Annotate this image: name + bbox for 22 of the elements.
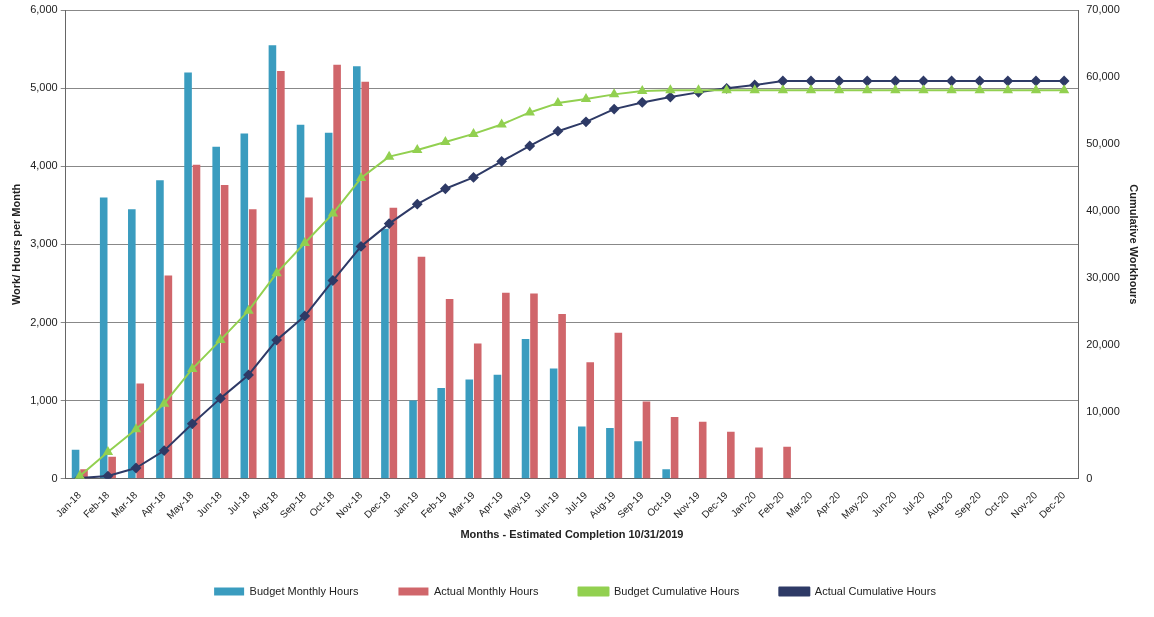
y-tick-label: 0	[51, 471, 58, 484]
y-tick-label: 6,000	[30, 3, 58, 16]
legend-label: Actual Cumulative Hours	[814, 584, 937, 597]
y2-axis-title: Cumulative Workhours	[1128, 184, 1141, 305]
legend-label: Budget Monthly Hours	[249, 584, 359, 597]
y2-tick-label: 10,000	[1086, 404, 1120, 417]
y-tick-label: 4,000	[30, 159, 58, 172]
y-tick-label: 3,000	[30, 237, 58, 250]
y-tick-label: 1,000	[30, 393, 58, 406]
y-tick-label: 2,000	[30, 315, 58, 328]
y2-tick-label: 60,000	[1086, 69, 1120, 82]
y2-tick-label: 30,000	[1086, 270, 1120, 283]
legend-label: Actual Monthly Hours	[433, 584, 539, 597]
y2-tick-label: 20,000	[1086, 337, 1120, 350]
x-axis-title: Months - Estimated Completion 10/31/2019	[460, 528, 684, 541]
y2-tick-label: 50,000	[1086, 136, 1120, 149]
y2-tick-label: 0	[1086, 471, 1093, 484]
y-axis-title: Work/ Hours per Month	[9, 183, 22, 306]
y-tick-label: 5,000	[30, 81, 58, 94]
y2-tick-label: 70,000	[1086, 3, 1120, 16]
legend-label: Budget Cumulative Hours	[613, 584, 740, 597]
y2-tick-label: 40,000	[1086, 203, 1120, 216]
